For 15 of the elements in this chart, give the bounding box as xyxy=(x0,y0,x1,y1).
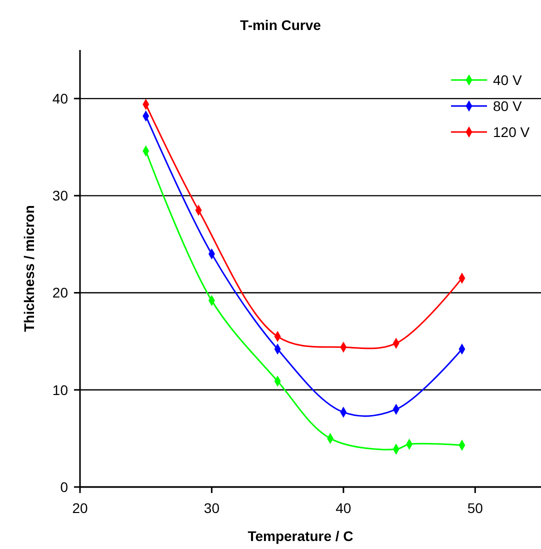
x-axis-title: Temperature / C xyxy=(248,528,354,544)
y-tick-label: 40 xyxy=(52,90,68,106)
x-tick-label: 20 xyxy=(72,500,88,516)
y-axis-title: Thickness / micron xyxy=(21,205,37,332)
y-tick-label: 20 xyxy=(52,284,68,301)
x-tick-label: 50 xyxy=(467,500,484,516)
legend-label: 40 V xyxy=(493,72,522,88)
legend-label: 80 V xyxy=(493,98,522,114)
chart-title: T-min Curve xyxy=(240,17,322,33)
y-tick-label: 0 xyxy=(60,478,68,495)
x-tick-label: 30 xyxy=(204,500,220,516)
y-tick-label: 10 xyxy=(52,382,68,398)
x-tick-label: 40 xyxy=(336,500,352,516)
legend-label: 120 V xyxy=(493,124,530,140)
y-tick-label: 30 xyxy=(52,188,68,204)
